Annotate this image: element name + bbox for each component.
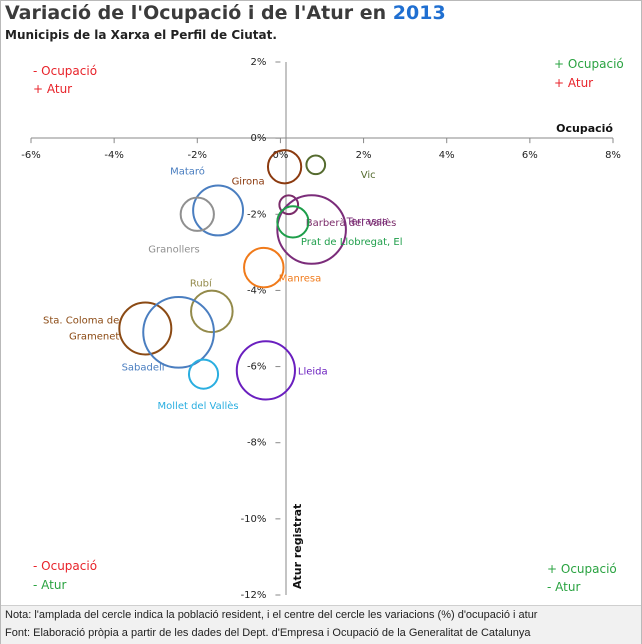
title-year: 2013 [392,2,446,24]
quadrant-label: + Atur [554,76,593,90]
quadrant-bottom-right: + Ocupació - Atur [547,562,617,594]
bubble-label: Mataró [170,165,205,177]
x-tick-label: 4% [439,150,455,161]
y-tick-label: -6% [247,362,266,373]
bubble [235,340,296,401]
bubble [179,196,215,232]
bubble [243,246,285,289]
quadrant-label: - Ocupació [33,559,97,573]
bubble-label: Terrassa [346,217,388,228]
chart-title: Variació de l'Ocupació i de l'Atur en 20… [5,2,446,24]
footnote-source: Font: Elaboració pròpia a partir de les … [5,627,531,639]
bubble [276,194,347,265]
bubble-label: Lleida [298,366,328,377]
bubble [266,149,303,185]
x-tick-label: -2% [188,150,207,161]
bubble-label: Vic [361,170,376,181]
quadrant-label: - Atur [33,578,66,592]
title-text: Variació de l'Ocupació i de l'Atur en [5,2,387,24]
bubble-label: Rubí [190,277,213,289]
x-tick-label: -4% [104,150,123,161]
quadrant-label: - Atur [547,580,580,594]
x-axis-title: Ocupació [556,122,613,135]
bubble [278,194,300,216]
quadrant-label: - Ocupació [33,64,97,78]
y-tick-label: -4% [247,285,266,296]
x-tick-label: 6% [522,150,538,161]
bubble [192,184,245,237]
x-tick-label: 2% [356,150,372,161]
quadrant-label: + Atur [33,82,72,96]
quadrant-bottom-left: - Ocupació - Atur [33,559,97,592]
footnote-note: Nota: l'amplada del cercle indica la pob… [5,609,538,621]
bubble [190,289,234,334]
bubble-label: Girona [232,177,265,188]
bubble-label: Granollers [148,244,199,255]
quadrant-top-right: + Ocupació + Atur [554,57,624,90]
y-axis-title: Atur registrat [291,504,304,589]
bubble [305,154,327,176]
y-tick-label: 0% [251,133,267,144]
x-tick-label: -6% [21,150,40,161]
footnotes: Nota: l'amplada del cercle indica la pob… [1,605,641,644]
bubble-chart: - Ocupació + Atur + Ocupació + Atur - Oc… [21,57,624,601]
bubble [187,358,220,390]
bubble [276,205,310,239]
bubble-label: Sta. Coloma de Gramenet [43,316,119,343]
bubble-label: Sabadell [122,362,165,373]
x-tick-label: 0% [272,150,288,161]
x-tick-label: 8% [605,150,621,161]
quadrant-top-left: - Ocupació + Atur [33,64,97,96]
axis-ticks: -6% -4% -2% 0% 2% 4% 6% 8%2%0%-2%-4%-6%-8%-10%-… [21,57,621,601]
y-tick-label: 2% [251,57,267,68]
y-tick-label: -10% [241,514,267,525]
y-tick-label: -8% [247,438,266,449]
y-tick-label: -12% [241,590,267,601]
bubble-label: Mollet del Vallès [158,400,239,412]
chart-subtitle: Municipis de la Xarxa el Perfil de Ciuta… [5,28,277,42]
bubble-label: Manresa [279,274,321,285]
bubble-label: Prat de Llobregat, El [301,237,403,248]
quadrant-label: + Ocupació [554,57,624,71]
bubble [142,295,215,369]
y-tick-label: -2% [247,209,266,220]
quadrant-label: + Ocupació [547,562,617,576]
bubble-label: Barberà del Vallès [306,217,397,229]
bubble [118,301,173,356]
